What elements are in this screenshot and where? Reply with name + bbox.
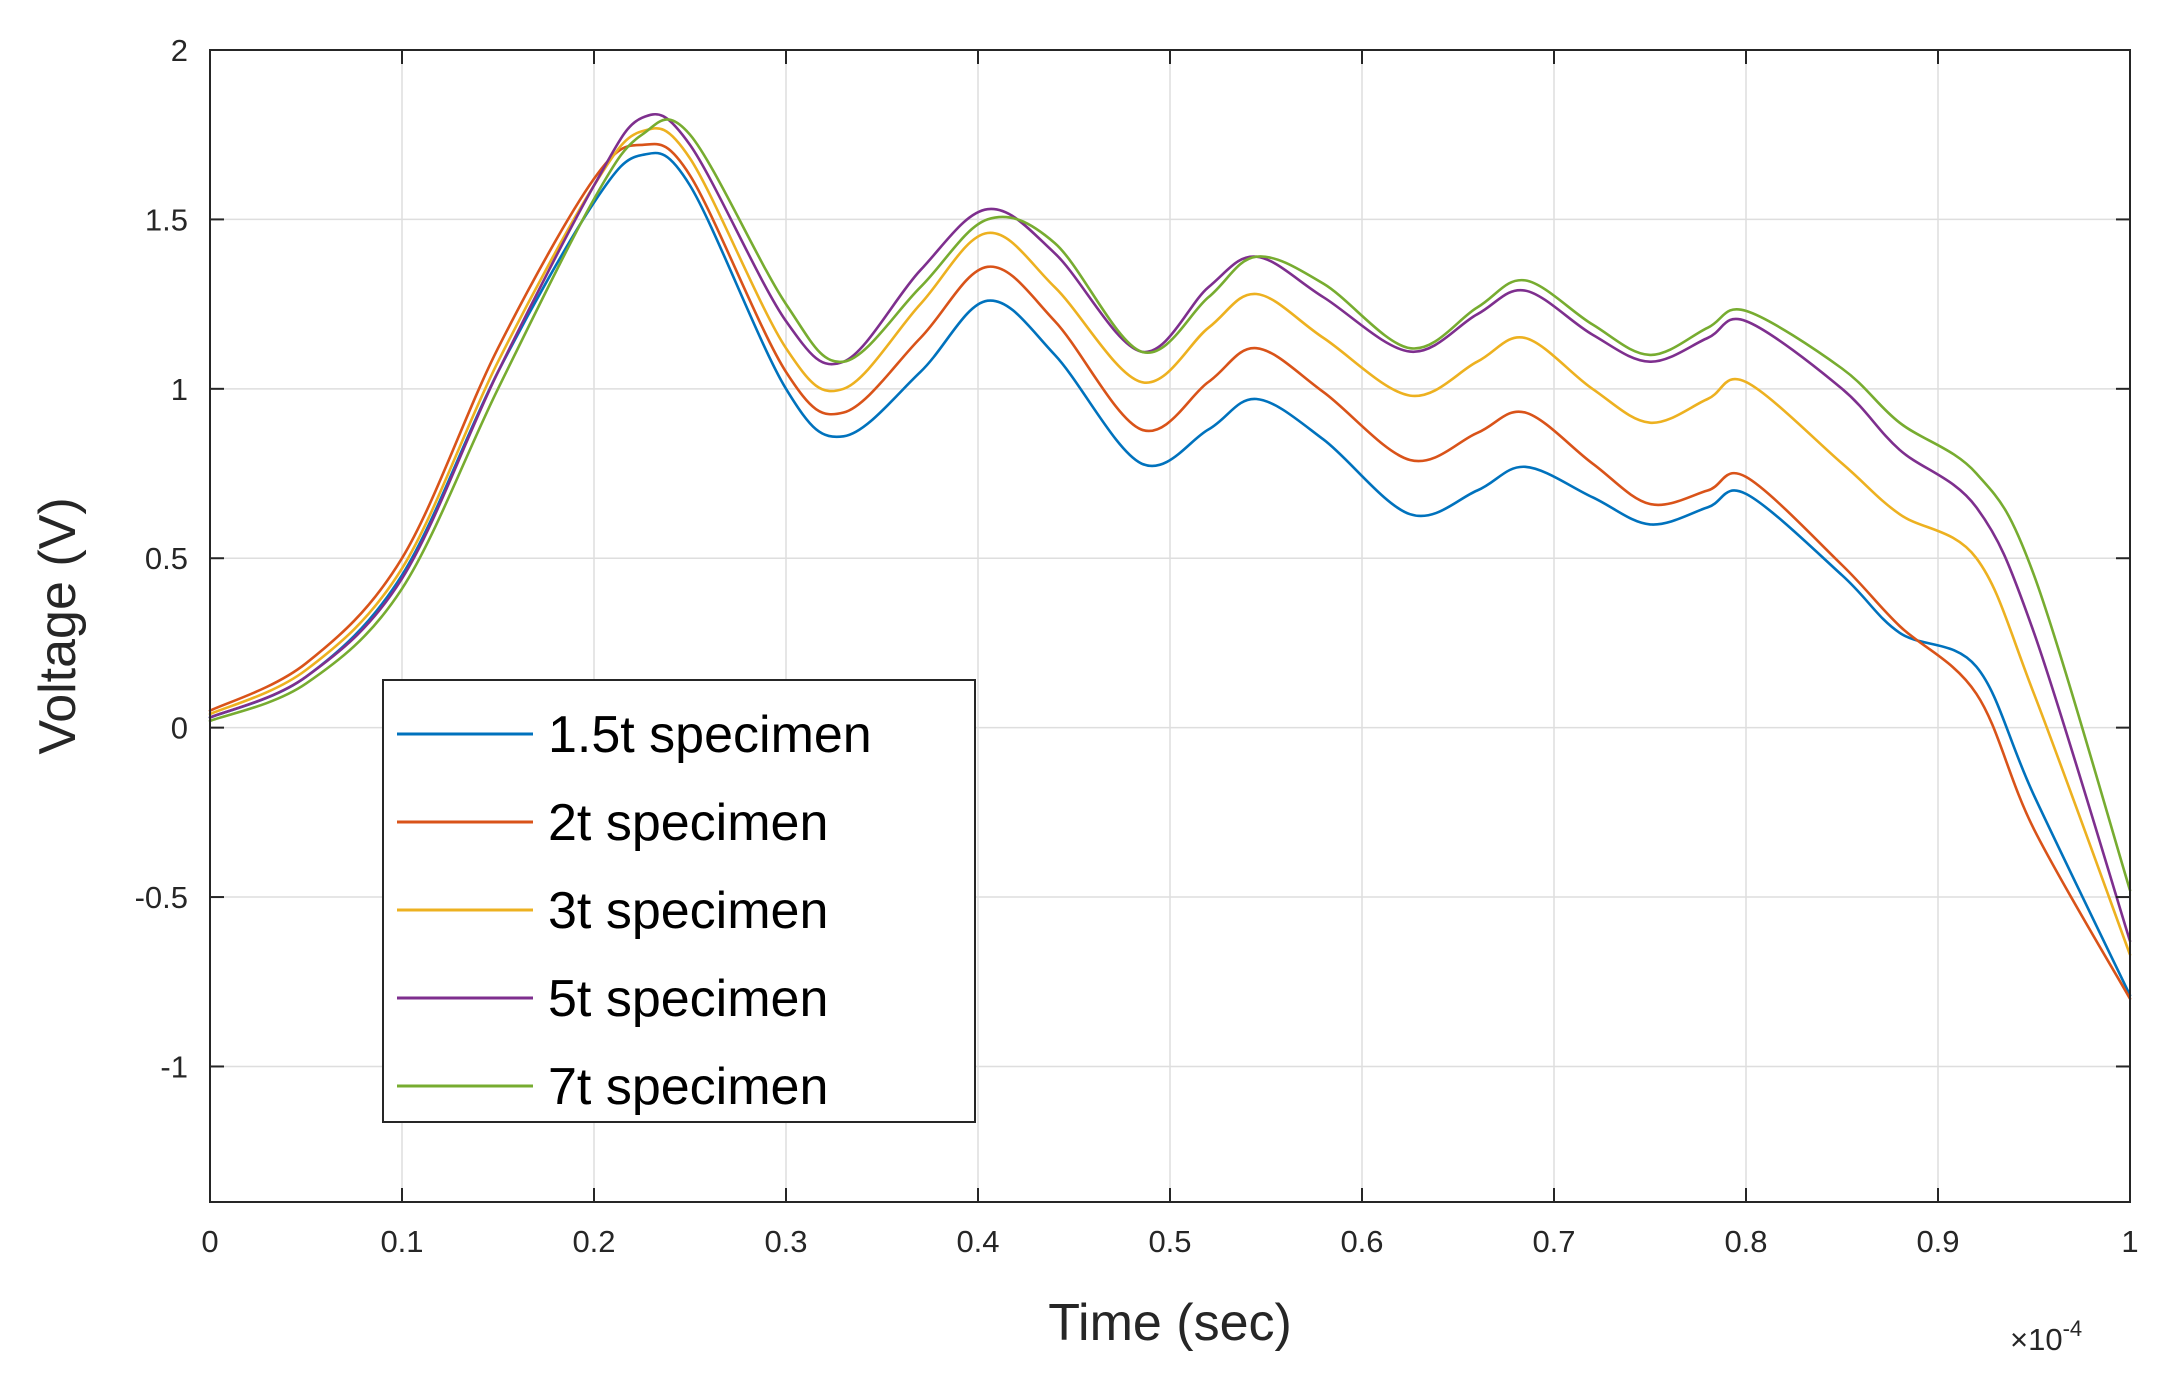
y-tick-label: -1 [160, 1049, 188, 1084]
x-axis-label: Time (sec) [1048, 1294, 1292, 1352]
axis-ticks: 0 0.1 0.2 0.3 0.4 0.5 0.6 0.7 0.8 0.9 1 -1 -0.5 0 0.5 1… [135, 33, 2139, 1259]
x-tick-label: 0.8 [1724, 1224, 1767, 1259]
x-tick-label: 0.2 [572, 1224, 615, 1259]
y-tick-label: 0.5 [145, 541, 188, 576]
y-tick-label: 0 [171, 711, 188, 746]
legend-entry-label: 5t specimen [548, 970, 828, 1028]
x-exponent-base: ×10 [2010, 1322, 2063, 1357]
y-axis-label: Voltage (V) [29, 497, 87, 754]
series-line-2t-specimen [208, 142, 2132, 1000]
legend-entry-label: 1.5t specimen [548, 706, 872, 764]
x-tick-label: 0.3 [764, 1224, 807, 1259]
legend-entry-label: 3t specimen [548, 882, 828, 940]
x-tick-label: 0.6 [1340, 1224, 1383, 1259]
y-tick-label: -0.5 [135, 880, 188, 915]
legend: 1.5t specimen 2t specimen 3t specimen 5t sp… [382, 679, 976, 1123]
y-tick-label: 1 [171, 372, 188, 407]
x-tick-label: 0 [201, 1224, 218, 1259]
series-line-7t-specimen [208, 118, 2132, 892]
series-lines [208, 112, 2132, 1000]
x-tick-label: 0.9 [1916, 1224, 1959, 1259]
x-exponent-power: -4 [2063, 1316, 2083, 1341]
x-tick-label: 0.7 [1532, 1224, 1575, 1259]
x-tick-label: 0.5 [1148, 1224, 1191, 1259]
x-tick-label: 0.4 [956, 1224, 999, 1259]
x-tick-label: 1 [2121, 1224, 2138, 1259]
series-line-5t-specimen [208, 112, 2132, 943]
x-axis-exponent: ×10-4 [2010, 1316, 2082, 1357]
legend-entry-label: 7t specimen [548, 1058, 828, 1116]
legend-entry-label: 2t specimen [548, 794, 828, 852]
y-tick-label: 1.5 [145, 202, 188, 237]
x-tick-label: 0.1 [380, 1224, 423, 1259]
legend-box [382, 679, 976, 1123]
y-tick-label: 2 [171, 33, 188, 68]
